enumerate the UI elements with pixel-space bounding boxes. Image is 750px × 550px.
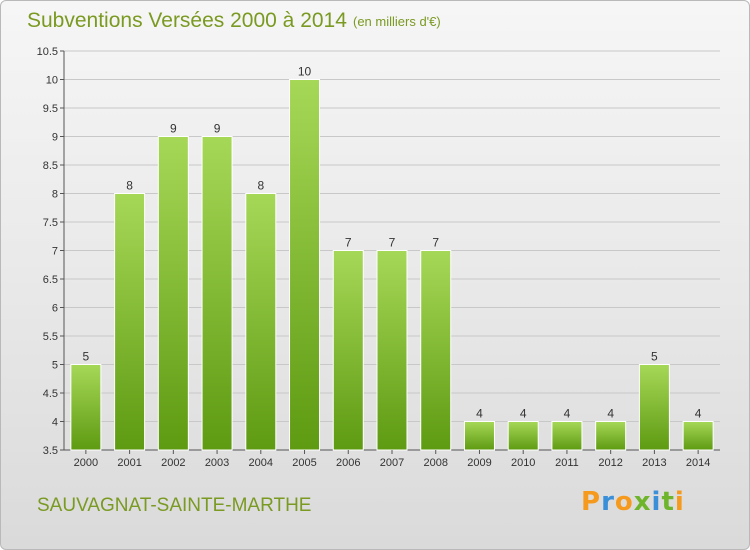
logo-letter: x — [633, 487, 652, 517]
logo-letter: o — [614, 487, 634, 517]
bar — [638, 364, 670, 451]
y-tick-label: 3.5 — [43, 445, 58, 457]
data-label: 9 — [214, 122, 221, 136]
y-tick-label: 7 — [52, 246, 58, 258]
bar — [157, 136, 189, 451]
data-label: 5 — [651, 350, 658, 364]
proxiti-logo: Proxiti — [581, 487, 685, 517]
bar — [201, 136, 233, 451]
x-tick-label: 2002 — [161, 457, 185, 469]
data-label: 7 — [345, 236, 352, 250]
y-tick-label: 8.5 — [43, 160, 58, 172]
chart-title: Subventions Versées 2000 à 2014 — [27, 9, 347, 32]
bar — [507, 421, 539, 451]
commune-name: SAUVAGNAT-SAINTE-MARTHE — [37, 495, 312, 516]
data-label: 5 — [83, 350, 90, 364]
data-label: 10 — [298, 65, 312, 79]
y-tick-label: 5 — [52, 360, 58, 372]
logo-letter: r — [601, 487, 615, 517]
y-tick-label: 9.5 — [43, 103, 58, 115]
x-tick-label: 2010 — [511, 457, 535, 469]
y-tick-label: 6 — [52, 303, 58, 315]
unit-note: (en milliers d'€) — [353, 14, 441, 29]
logo-letter: i — [651, 487, 662, 517]
bar — [245, 193, 277, 451]
data-label: 4 — [695, 407, 702, 421]
y-tick-label: 4.5 — [43, 388, 58, 400]
y-tick-label: 8 — [52, 189, 58, 201]
data-label: 8 — [257, 179, 264, 193]
bar — [463, 421, 495, 451]
data-label: 4 — [607, 407, 614, 421]
x-tick-label: 2005 — [292, 457, 316, 469]
bar — [595, 421, 627, 451]
x-tick-label: 2012 — [598, 457, 622, 469]
logo-letter: t — [661, 487, 675, 517]
bar — [376, 250, 408, 451]
x-tick-label: 2011 — [555, 457, 579, 469]
bar — [551, 421, 583, 451]
y-tick-label: 10 — [46, 75, 58, 87]
x-tick-label: 2004 — [249, 457, 273, 469]
y-tick-label: 9 — [52, 132, 58, 144]
data-label: 4 — [520, 407, 527, 421]
x-tick-label: 2013 — [642, 457, 666, 469]
data-label: 4 — [476, 407, 483, 421]
bar — [332, 250, 364, 451]
data-label: 7 — [389, 236, 396, 250]
x-tick-label: 2007 — [380, 457, 404, 469]
bar — [114, 193, 146, 451]
logo-letter: i — [674, 487, 685, 517]
data-label: 7 — [432, 236, 439, 250]
y-tick-label: 7.5 — [43, 217, 58, 229]
y-tick-label: 6.5 — [43, 274, 58, 286]
x-tick-label: 2003 — [205, 457, 229, 469]
data-label: 4 — [564, 407, 571, 421]
x-tick-label: 2009 — [467, 457, 491, 469]
y-tick-label: 5.5 — [43, 331, 58, 343]
bar — [289, 79, 321, 451]
data-label: 9 — [170, 122, 177, 136]
y-tick-label: 10.5 — [37, 46, 58, 58]
x-tick-label: 2000 — [74, 457, 98, 469]
x-tick-label: 2006 — [336, 457, 360, 469]
x-tick-label: 2014 — [686, 457, 710, 469]
x-tick-label: 2001 — [117, 457, 141, 469]
y-tick-label: 4 — [52, 417, 58, 429]
data-label: 8 — [126, 179, 133, 193]
bar — [70, 364, 102, 451]
x-tick-label: 2008 — [423, 457, 447, 469]
bar — [420, 250, 452, 451]
bar — [682, 421, 714, 451]
logo-letter: P — [581, 487, 602, 517]
